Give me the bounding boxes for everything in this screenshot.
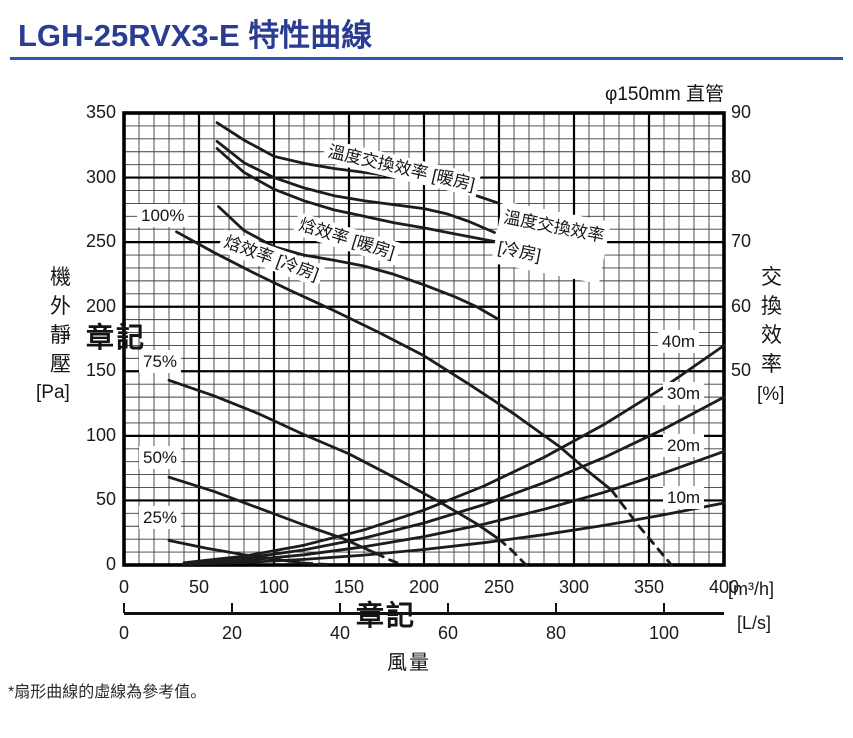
x-secondary-tickmark-0 (123, 603, 125, 613)
x-primary-tick-200: 200 (408, 577, 440, 597)
x-primary-tick-150: 150 (333, 577, 365, 597)
y-left-tick-150: 150 (85, 360, 116, 381)
y-left-tick-50: 50 (95, 489, 116, 510)
label-fan-75: 75% (139, 350, 182, 374)
watermark-left: 章記 (86, 322, 147, 353)
y-right-tick-50: 50 (731, 360, 752, 381)
y-right-tick-60: 60 (731, 295, 752, 316)
y-left-tick-250: 250 (85, 231, 116, 252)
curve-fan-25-ref (302, 561, 328, 566)
x-secondary-tick-20: 20 (221, 623, 243, 643)
watermark-bottom: 章記 (356, 600, 417, 631)
curve-duct-10m (182, 501, 726, 566)
label-duct-10m: 10m (663, 486, 705, 510)
chart-subtitle: φ150mm 直管 (605, 84, 724, 105)
x-secondary-tickmark-80 (555, 603, 557, 613)
y-left-axis-unit: [Pa] (36, 382, 70, 403)
curve-fan-75 (167, 378, 501, 541)
curve-enthalpy-cooling (217, 205, 501, 322)
x-primary-tick-100: 100 (258, 577, 290, 597)
x-primary-tick-350: 350 (633, 577, 665, 597)
label-duct-40m: 40m (658, 330, 700, 354)
curve-temp-exchange-cooling (215, 139, 496, 234)
label-temp-exchange-cooling-line2: [冷房] (496, 237, 543, 265)
title-underline (10, 57, 843, 60)
x-axis-title: 風量 (387, 652, 431, 674)
curve-fan-50-ref (374, 551, 405, 567)
label-fan-25: 25% (139, 506, 182, 530)
x-primary-tick-250: 250 (483, 577, 515, 597)
x-secondary-tickmark-100 (663, 603, 665, 613)
label-fan-100: 100% (137, 204, 189, 228)
label-fan-50: 50% (139, 446, 182, 470)
x-primary-tick-50: 50 (188, 577, 210, 597)
footnote: *扇形曲線的虛線為參考值。 (8, 684, 207, 701)
curve-duct-20m (182, 449, 726, 566)
x-primary-tick-0: 0 (118, 577, 129, 597)
x-secondary-tick-100: 100 (648, 623, 680, 643)
x-secondary-tick-80: 80 (545, 623, 567, 643)
curve-fan-100 (175, 230, 613, 492)
label-duct-20m: 20m (663, 434, 705, 458)
y-left-axis-title: 機外靜壓 (50, 266, 71, 376)
x-secondary-tickmark-60 (447, 603, 449, 613)
y-right-tick-80: 80 (731, 166, 752, 187)
y-left-tick-200: 200 (85, 295, 116, 316)
x-secondary-unit: [L/s] (737, 613, 772, 633)
y-right-axis-title: 交換效率 (761, 266, 782, 376)
x-secondary-tick-60: 60 (437, 623, 459, 643)
curve-fan-100-ref (610, 488, 673, 567)
x-secondary-tickmark-20 (231, 603, 233, 613)
x-secondary-tick-40: 40 (329, 623, 351, 643)
curve-duct-40m (182, 344, 726, 565)
x-primary-tick-400: 400 (708, 577, 740, 597)
y-left-tick-100: 100 (85, 424, 116, 445)
y-right-tick-90: 90 (731, 102, 752, 122)
plot-border (122, 111, 726, 567)
y-left-tick-0: 0 (105, 554, 116, 574)
x-primary-unit: [m³/h] (728, 579, 775, 599)
x-secondary-axis-line (124, 612, 724, 615)
plot-area (122, 111, 726, 567)
y-left-tick-350: 350 (85, 102, 116, 122)
x-primary-tick-300: 300 (558, 577, 590, 597)
curve-fan-75-ref (497, 537, 528, 567)
y-right-axis-unit: [%] (757, 384, 785, 405)
label-duct-30m: 30m (663, 382, 705, 406)
curve-enthalpy-heating (215, 147, 496, 243)
curve-duct-30m (182, 395, 726, 565)
page-title: LGH-25RVX3-E 特性曲線 (18, 18, 373, 53)
x-secondary-tickmark-40 (339, 603, 341, 613)
y-left-tick-300: 300 (85, 166, 116, 187)
y-right-tick-70: 70 (731, 231, 752, 252)
x-secondary-tick-0: 0 (118, 623, 129, 643)
